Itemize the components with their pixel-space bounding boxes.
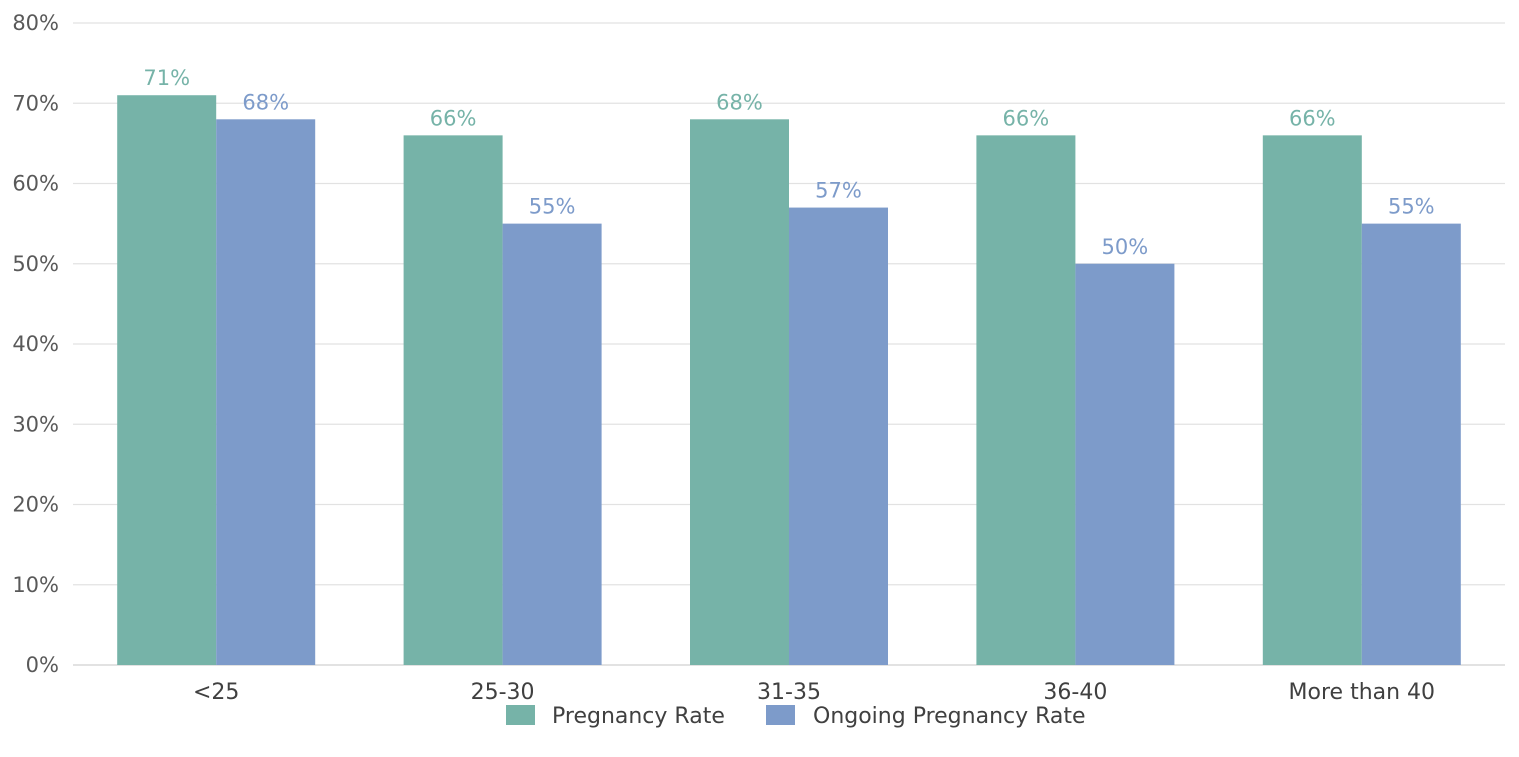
data-label: 50% xyxy=(1102,235,1149,259)
bar-ongoing-pregnancy-rate xyxy=(789,207,888,665)
y-tick-label: 0% xyxy=(26,653,59,677)
y-tick-label: 50% xyxy=(12,252,59,276)
bar-pregnancy-rate xyxy=(690,119,789,666)
x-tick-label: More than 40 xyxy=(1289,680,1436,705)
data-labels: 71% 68% 66% 55% 68% 57% 66% 50% 66% 55% xyxy=(143,66,1434,259)
data-label: 55% xyxy=(529,195,576,219)
y-axis-ticks: 0% 10% 20% 30% 40% 50% 60% 70% 80% xyxy=(12,11,59,677)
data-label: 68% xyxy=(242,90,289,114)
bar-ongoing-pregnancy-rate xyxy=(502,223,602,665)
x-axis-ticks: <25 25-30 31-35 36-40 More than 40 xyxy=(193,680,1435,705)
x-tick-label: <25 xyxy=(193,680,239,705)
y-tick-label: 30% xyxy=(12,412,59,436)
legend: Pregnancy Rate Ongoing Pregnancy Rate xyxy=(506,704,1086,729)
data-label: 66% xyxy=(430,106,477,130)
bar-pregnancy-rate xyxy=(117,95,217,666)
data-label: 55% xyxy=(1388,195,1435,219)
x-tick-label: 36-40 xyxy=(1043,680,1107,705)
x-tick-label: 25-30 xyxy=(471,680,535,705)
legend-swatch xyxy=(506,705,535,725)
data-label: 57% xyxy=(815,179,862,203)
y-tick-label: 60% xyxy=(12,172,59,196)
bar-pregnancy-rate xyxy=(976,135,1076,666)
bar-ongoing-pregnancy-rate xyxy=(1075,263,1175,665)
x-tick-label: 31-35 xyxy=(757,680,821,705)
bar-pregnancy-rate xyxy=(1262,135,1362,666)
data-label: 71% xyxy=(143,66,190,90)
y-tick-label: 20% xyxy=(12,493,59,517)
y-tick-label: 10% xyxy=(12,573,59,597)
bar-ongoing-pregnancy-rate xyxy=(1361,223,1461,665)
y-tick-label: 70% xyxy=(12,91,59,115)
bars xyxy=(117,95,1461,666)
bar-ongoing-pregnancy-rate xyxy=(216,119,316,666)
legend-label: Ongoing Pregnancy Rate xyxy=(813,704,1086,729)
legend-label: Pregnancy Rate xyxy=(552,704,725,729)
y-tick-label: 40% xyxy=(12,332,59,356)
data-label: 66% xyxy=(1289,106,1336,130)
data-label: 68% xyxy=(716,90,763,114)
data-label: 66% xyxy=(1003,106,1050,130)
y-tick-label: 80% xyxy=(12,11,59,35)
legend-swatch xyxy=(766,705,795,725)
bar-pregnancy-rate xyxy=(403,135,503,666)
